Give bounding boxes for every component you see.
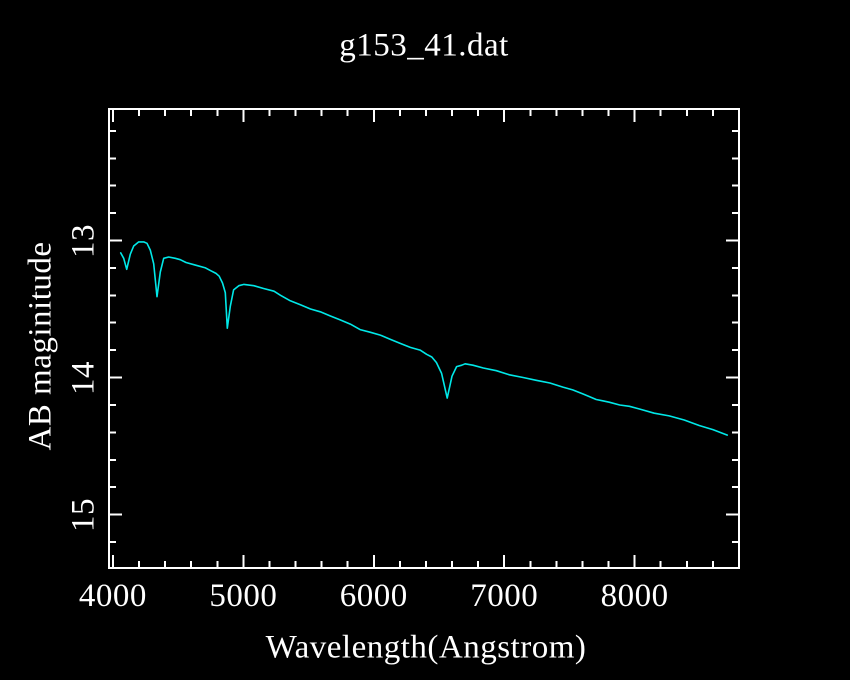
x-tick-label: 4000	[78, 578, 147, 614]
y-axis-label: AB maginitude	[22, 241, 59, 451]
y-tick-label: 13	[65, 223, 102, 258]
x-tick-label: 6000	[339, 578, 408, 614]
x-tick-label: 5000	[209, 578, 278, 614]
x-tick-label: 8000	[600, 578, 669, 614]
y-tick-label: 15	[65, 497, 102, 532]
x-tick-label: 7000	[470, 578, 539, 614]
axes-frame	[108, 108, 740, 569]
plot-title: g153_41.dat	[339, 27, 509, 64]
x-axis-label: Wavelength(Angstrom)	[265, 629, 587, 666]
spectrum-flux-curve	[119, 241, 729, 436]
y-tick-label: 14	[65, 360, 102, 395]
